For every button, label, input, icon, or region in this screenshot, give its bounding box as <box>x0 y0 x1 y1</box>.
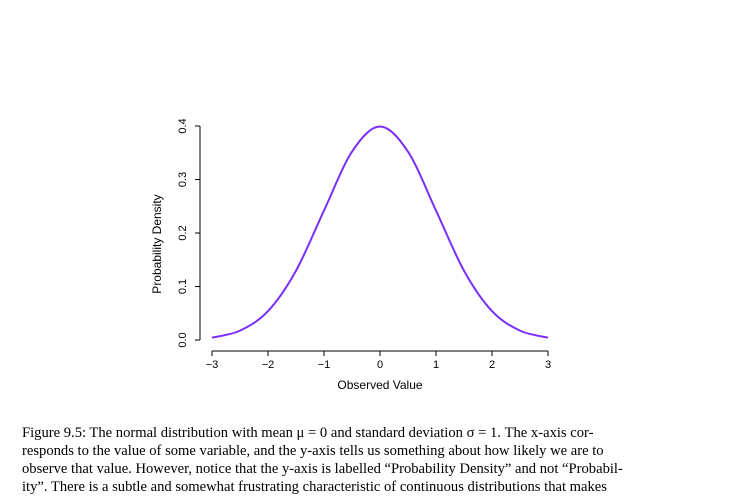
x-axis-ticks: −3 −2 −1 0 1 2 3 <box>206 351 551 371</box>
x-tick-label: −1 <box>318 359 331 371</box>
y-tick-label: 0.2 <box>177 225 189 240</box>
x-tick-label: −3 <box>206 359 219 371</box>
caption-line: observe that value. However, notice that… <box>22 461 623 477</box>
density-curve <box>211 125 549 339</box>
x-tick-label: 0 <box>377 359 383 371</box>
y-axis-label: Probability Density <box>150 194 164 293</box>
caption-line: ity”. There is a subtle and somewhat fru… <box>22 479 607 495</box>
figure-caption: Figure 9.5: The normal distribution with… <box>22 424 716 496</box>
y-tick-label: 0.1 <box>177 279 189 294</box>
y-tick-label: 0.4 <box>177 118 189 133</box>
x-tick-label: 1 <box>433 359 439 371</box>
chart-axes <box>199 126 548 352</box>
x-tick-label: 2 <box>489 359 495 371</box>
x-axis-label: Observed Value <box>337 378 422 392</box>
y-tick-label: 0.3 <box>177 172 189 187</box>
normal-distribution-chart: −3 −2 −1 0 1 2 3 0.0 0.1 0.2 0.3 0.4 Observed Valu… <box>150 118 551 392</box>
y-tick-label: 0.0 <box>177 332 189 347</box>
caption-line: Figure 9.5: The normal distribution with… <box>22 425 594 441</box>
caption-line: responds to the value of some variable, … <box>22 443 604 459</box>
y-axis-ticks: 0.0 0.1 0.2 0.3 0.4 <box>177 118 200 348</box>
x-tick-label: 3 <box>545 359 551 371</box>
x-tick-label: −2 <box>262 359 275 371</box>
